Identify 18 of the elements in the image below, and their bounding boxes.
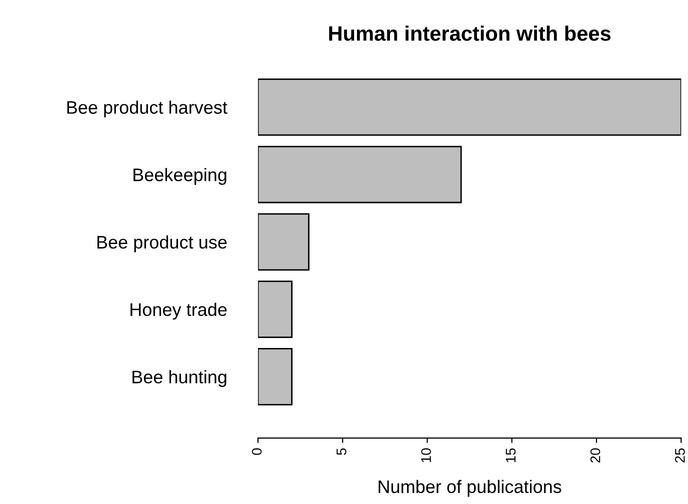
bar — [258, 146, 462, 204]
bar — [258, 78, 682, 136]
y-tick-label: Beekeeping — [134, 168, 226, 185]
y-tick-label: Bee product harvest — [67, 100, 228, 118]
x-axis-title: Number of publications — [378, 480, 562, 497]
y-tick-label: Bee product use — [97, 235, 227, 252]
x-tick-label: 10 — [421, 448, 431, 462]
x-tick-label: 15 — [506, 448, 516, 462]
x-tick-label: 20 — [590, 448, 600, 462]
bar — [258, 348, 293, 406]
bar — [258, 280, 293, 338]
bar — [258, 213, 310, 271]
x-tick-label: 25 — [675, 448, 685, 462]
y-tick-label: Bee hunting — [132, 370, 226, 387]
x-tick-label: 5 — [336, 448, 346, 455]
chart-title: Human interaction with bees — [329, 26, 611, 41]
y-tick-label: Honey trade — [130, 302, 227, 320]
x-tick-label: 0 — [252, 448, 262, 455]
